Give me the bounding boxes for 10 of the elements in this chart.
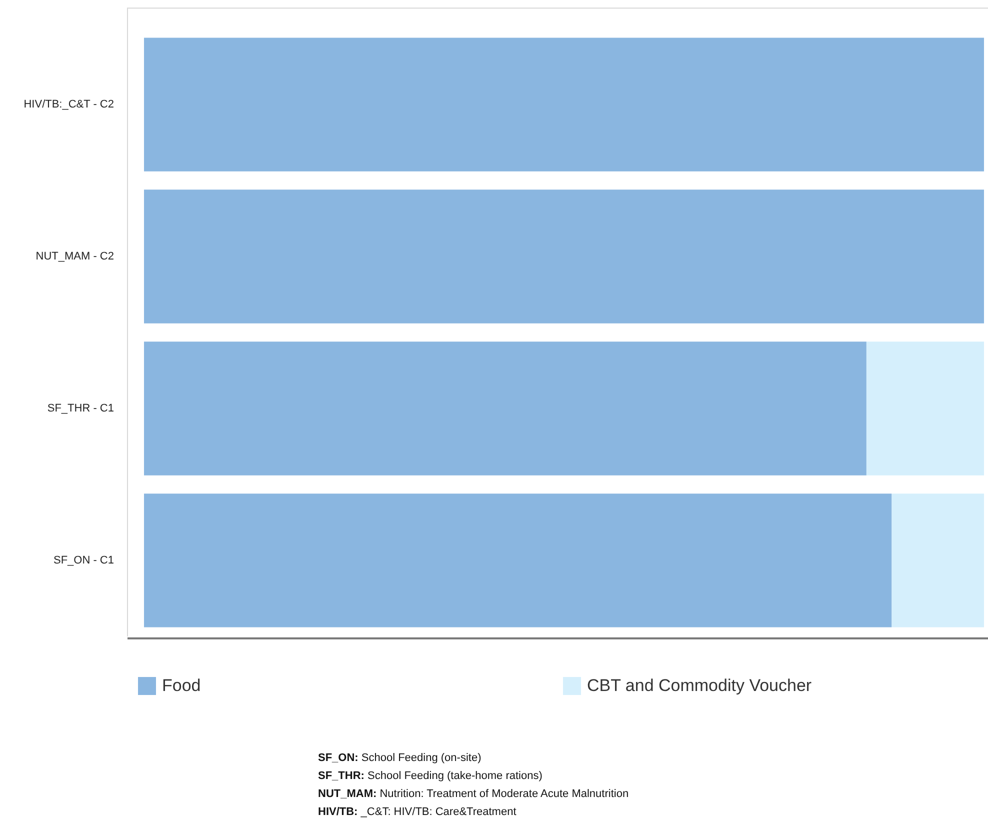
text: HIV/TB: _C&T: HIV/TB: Care&Treatment bbox=[318, 806, 516, 818]
y-tick-label: SF_THR - C1 bbox=[47, 402, 114, 415]
text: SF_ON: School Feeding (on-site) bbox=[318, 752, 482, 764]
y-tick-label: NUT_MAM - C2 bbox=[36, 250, 114, 263]
y-tick-label: HIV/TB:_C&T - C2 bbox=[24, 98, 114, 111]
legend-label: Food bbox=[162, 676, 201, 696]
y-tick-label: SF_ON - C1 bbox=[53, 554, 114, 566]
legend-label: CBT and Commodity Voucher bbox=[587, 676, 812, 696]
text: NUT_MAM: Nutrition: Treatment of Moderate Acute Malnutrition bbox=[318, 788, 629, 800]
text: SF_THR: School Feeding (take-home rations) bbox=[318, 770, 542, 782]
